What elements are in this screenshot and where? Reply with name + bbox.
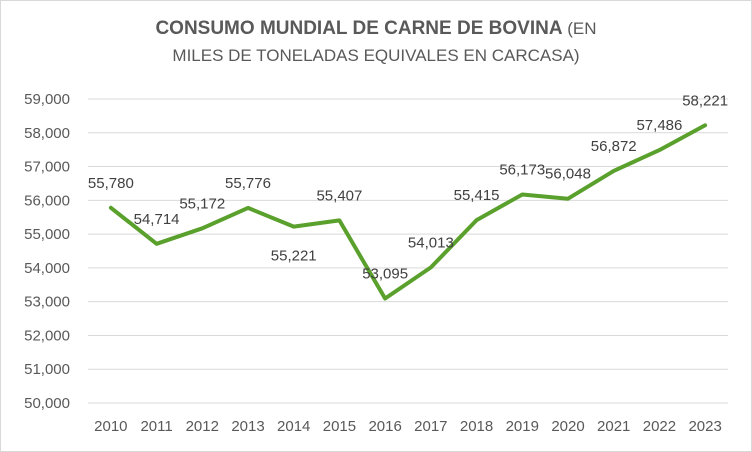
x-tick-label: 2019 bbox=[506, 418, 539, 435]
y-tick-label: 51,000 bbox=[24, 361, 70, 378]
x-tick-label: 2022 bbox=[643, 418, 676, 435]
data-label: 55,780 bbox=[88, 175, 134, 192]
x-tick-label: 2017 bbox=[414, 418, 447, 435]
data-label: 55,415 bbox=[454, 187, 500, 204]
y-tick-label: 52,000 bbox=[24, 327, 70, 344]
data-label: 54,013 bbox=[408, 234, 454, 251]
x-tick-label: 2012 bbox=[186, 418, 219, 435]
data-label: 56,872 bbox=[591, 138, 637, 155]
x-tick-label: 2013 bbox=[231, 418, 264, 435]
chart-title-line2: MILES DE TONELADAS EQUIVALES EN CARCASA) bbox=[172, 46, 580, 66]
series-line bbox=[108, 123, 708, 301]
data-label: 55,407 bbox=[316, 187, 362, 204]
y-tick-label: 56,000 bbox=[24, 192, 70, 209]
y-tick-label: 50,000 bbox=[24, 395, 70, 412]
data-label: 58,221 bbox=[682, 92, 728, 109]
chart-title-main: CONSUMO MUNDIAL DE CARNE DE BOVINA bbox=[155, 18, 563, 39]
x-tick-label: 2018 bbox=[460, 418, 493, 435]
y-tick-label: 53,000 bbox=[24, 294, 70, 311]
data-label: 56,173 bbox=[499, 161, 545, 178]
data-label: 55,776 bbox=[225, 175, 271, 192]
data-label: 53,095 bbox=[362, 265, 408, 282]
data-label: 55,172 bbox=[179, 195, 225, 212]
data-label: 54,714 bbox=[134, 211, 180, 228]
x-tick-label: 2014 bbox=[277, 418, 310, 435]
y-tick-label: 58,000 bbox=[24, 125, 70, 142]
x-tick-label: 2020 bbox=[551, 418, 584, 435]
data-label: 57,486 bbox=[636, 117, 682, 134]
x-tick-label: 2023 bbox=[688, 418, 721, 435]
chart-title-rest: (EN bbox=[562, 19, 597, 38]
y-tick-label: 59,000 bbox=[24, 91, 70, 108]
data-label: 56,048 bbox=[545, 166, 591, 183]
x-tick-label: 2016 bbox=[368, 418, 401, 435]
data-label: 55,221 bbox=[271, 248, 317, 265]
y-tick-label: 55,000 bbox=[24, 226, 70, 243]
y-tick-label: 54,000 bbox=[24, 260, 70, 277]
x-tick-label: 2015 bbox=[323, 418, 356, 435]
chart-title: CONSUMO MUNDIAL DE CARNE DE BOVINA (EN M… bbox=[0, 14, 752, 70]
x-tick-label: 2011 bbox=[140, 418, 172, 435]
y-tick-label: 57,000 bbox=[24, 159, 70, 176]
x-tick-label: 2010 bbox=[94, 418, 127, 435]
x-tick-label: 2021 bbox=[597, 418, 630, 435]
